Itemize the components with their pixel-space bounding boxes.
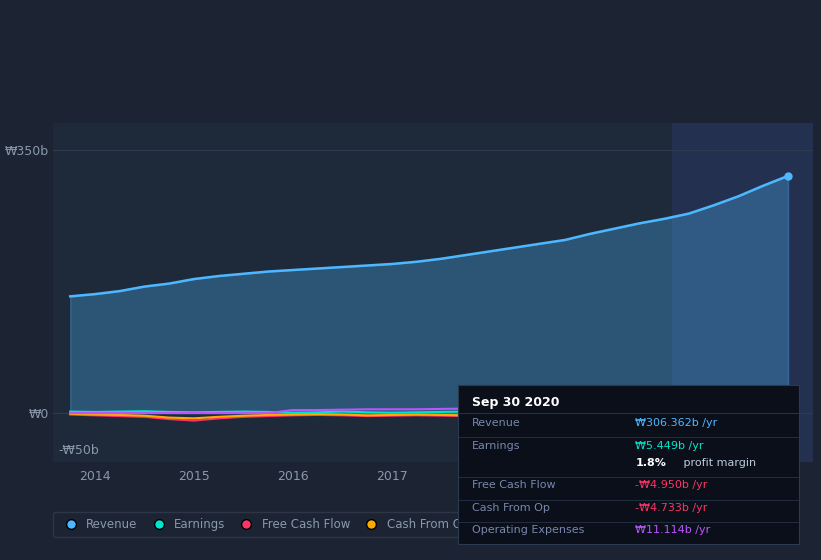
Text: ₩11.114b /yr: ₩11.114b /yr [635, 525, 710, 535]
Text: profit margin: profit margin [680, 458, 755, 468]
Text: -₩50b: -₩50b [58, 444, 99, 457]
Text: ₩306.362b /yr: ₩306.362b /yr [635, 418, 718, 428]
Text: ₩5.449b /yr: ₩5.449b /yr [635, 441, 704, 451]
Legend: Revenue, Earnings, Free Cash Flow, Cash From Op, Operating Expenses: Revenue, Earnings, Free Cash Flow, Cash … [53, 512, 631, 536]
Text: Operating Expenses: Operating Expenses [472, 525, 584, 535]
Text: Cash From Op: Cash From Op [472, 503, 549, 513]
Bar [672, 123, 813, 462]
Text: -₩4.733b /yr: -₩4.733b /yr [635, 503, 708, 513]
Text: -₩4.950b /yr: -₩4.950b /yr [635, 480, 708, 491]
Text: Earnings: Earnings [472, 441, 521, 451]
Text: Free Cash Flow: Free Cash Flow [472, 480, 555, 491]
Text: Revenue: Revenue [472, 418, 521, 428]
Text: Sep 30 2020: Sep 30 2020 [472, 396, 559, 409]
Text: 1.8%: 1.8% [635, 458, 666, 468]
